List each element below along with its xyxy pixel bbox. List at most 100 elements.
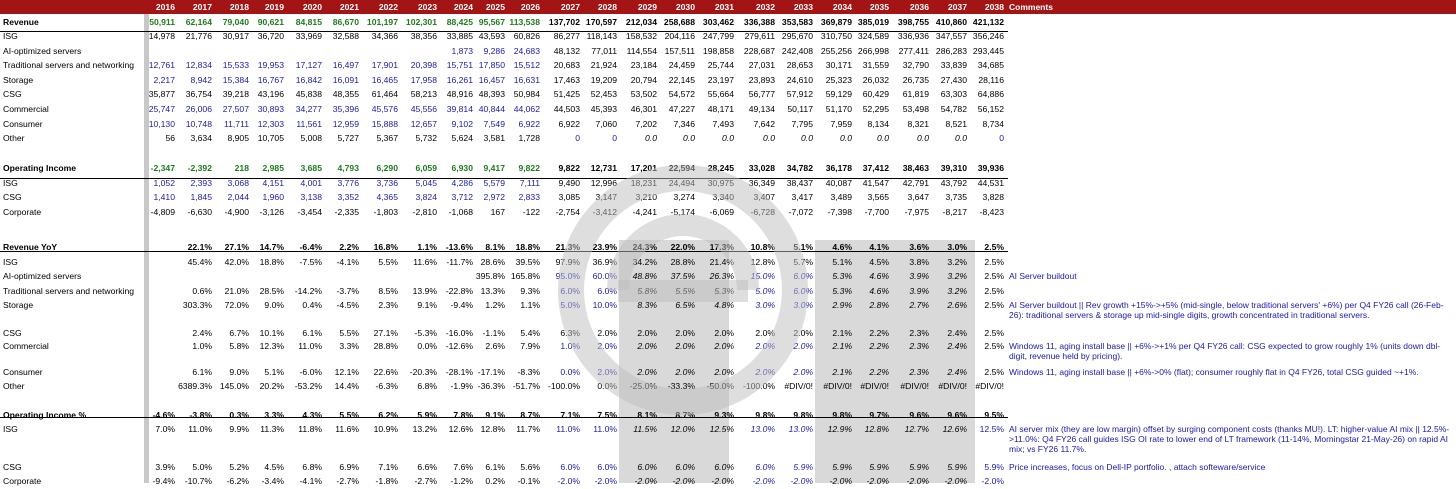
- table-cell[interactable]: 10.1%: [259, 328, 284, 338]
- table-cell[interactable]: 49,134: [748, 104, 775, 114]
- table-cell[interactable]: 303,462: [702, 17, 734, 27]
- table-cell[interactable]: 4.6%: [869, 286, 889, 296]
- table-cell[interactable]: 12.8%: [864, 424, 889, 434]
- table-cell[interactable]: -7,975: [904, 207, 929, 217]
- table-cell[interactable]: -2,810: [412, 207, 437, 217]
- table-cell[interactable]: 28,116: [978, 75, 1004, 85]
- table-cell[interactable]: 2.4%: [947, 328, 967, 338]
- table-cell[interactable]: 28.5%: [259, 286, 284, 296]
- table-cell[interactable]: 19,953: [257, 60, 284, 70]
- table-cell[interactable]: 5,045: [415, 178, 437, 188]
- table-cell[interactable]: 61,819: [902, 89, 929, 99]
- table-cell[interactable]: 36,349: [748, 178, 775, 188]
- table-cell[interactable]: 43,593: [478, 31, 505, 41]
- table-cell[interactable]: 10,705: [257, 133, 284, 143]
- table-cell[interactable]: -6,728: [750, 207, 775, 217]
- table-cell[interactable]: 9,822: [558, 163, 580, 173]
- table-cell[interactable]: 2.0%: [597, 367, 617, 377]
- table-cell[interactable]: 23.9%: [592, 242, 617, 252]
- table-cell[interactable]: 6.1%: [302, 328, 322, 338]
- table-cell[interactable]: 11.0%: [556, 424, 580, 434]
- table-cell[interactable]: 0.4%: [302, 300, 322, 310]
- table-cell[interactable]: 6,059: [415, 163, 437, 173]
- table-cell[interactable]: 28,653: [786, 60, 813, 70]
- table-cell[interactable]: 16.8%: [373, 242, 398, 252]
- table-cell[interactable]: 50,984: [513, 89, 540, 99]
- table-cell[interactable]: 21,776: [185, 31, 212, 41]
- comment-cell[interactable]: AI server mix (they are low margin) offs…: [1009, 424, 1450, 454]
- table-cell[interactable]: 0.0: [801, 133, 813, 143]
- table-cell[interactable]: -6.2%: [226, 476, 249, 486]
- comment-cell[interactable]: Windows 11, aging install base || +6%->0…: [1009, 367, 1419, 377]
- table-cell[interactable]: 16,261: [446, 75, 473, 85]
- table-cell[interactable]: -1.8%: [375, 476, 398, 486]
- table-cell[interactable]: #DIV/0!: [823, 381, 852, 391]
- table-cell[interactable]: 2.3%: [909, 367, 929, 377]
- table-cell[interactable]: 6.0%: [755, 462, 775, 472]
- table-cell[interactable]: 19,209: [590, 75, 617, 85]
- table-cell[interactable]: 4.5%: [869, 257, 889, 267]
- table-cell[interactable]: 39,310: [940, 163, 967, 173]
- table-cell[interactable]: 15,888: [371, 119, 398, 129]
- table-cell[interactable]: 45,576: [371, 104, 398, 114]
- row-label[interactable]: CSG: [3, 462, 22, 472]
- table-cell[interactable]: -7,072: [788, 207, 813, 217]
- table-cell[interactable]: 2.5%: [984, 257, 1004, 267]
- table-cell[interactable]: 38,463: [902, 163, 929, 173]
- table-cell[interactable]: 45.4%: [187, 257, 212, 267]
- table-cell[interactable]: -33.3%: [667, 381, 695, 391]
- table-cell[interactable]: 24,459: [668, 60, 695, 70]
- table-cell[interactable]: 6389.3%: [178, 381, 212, 391]
- table-cell[interactable]: 7.8%: [453, 410, 473, 420]
- table-cell[interactable]: 9,490: [558, 178, 580, 188]
- table-cell[interactable]: 44,062: [513, 104, 540, 114]
- row-label[interactable]: Other: [3, 381, 25, 391]
- table-cell[interactable]: 218: [234, 163, 249, 173]
- table-cell[interactable]: 11.0%: [593, 424, 617, 434]
- table-cell[interactable]: 10,748: [185, 119, 212, 129]
- table-cell[interactable]: 12.7%: [904, 424, 929, 434]
- table-cell[interactable]: 0: [575, 133, 580, 143]
- table-cell[interactable]: 26,735: [902, 75, 929, 85]
- year-header-cell[interactable]: 2023: [417, 2, 437, 12]
- table-cell[interactable]: -1.2%: [450, 476, 473, 486]
- table-cell[interactable]: 9.1%: [417, 300, 437, 310]
- table-cell[interactable]: 50,911: [149, 17, 175, 27]
- table-cell[interactable]: 6.3%: [560, 328, 580, 338]
- table-cell[interactable]: 12.8%: [480, 424, 505, 434]
- table-cell[interactable]: 3,685: [300, 163, 322, 173]
- table-cell[interactable]: 51,425: [553, 89, 580, 99]
- table-cell[interactable]: -4.5%: [336, 300, 359, 310]
- table-cell[interactable]: 9,286: [483, 46, 505, 56]
- table-cell[interactable]: -2.0%: [672, 476, 695, 486]
- table-cell[interactable]: 88,425: [446, 17, 473, 27]
- table-cell[interactable]: 24,683: [513, 46, 540, 56]
- comment-cell[interactable]: Price increases, focus on Dell-IP portfo…: [1009, 462, 1266, 472]
- table-cell[interactable]: 12,761: [148, 60, 175, 70]
- table-cell[interactable]: 48,393: [478, 89, 505, 99]
- table-cell[interactable]: 2,972: [483, 192, 505, 202]
- table-cell[interactable]: 11.6%: [335, 424, 359, 434]
- table-cell[interactable]: 95,567: [478, 17, 505, 27]
- table-cell[interactable]: 6.1%: [485, 462, 505, 472]
- table-cell[interactable]: 2.0%: [755, 341, 775, 351]
- table-cell[interactable]: #DIV/0!: [975, 381, 1004, 391]
- table-cell[interactable]: -2.0%: [790, 476, 813, 486]
- table-cell[interactable]: 0.0%: [597, 381, 617, 391]
- table-cell[interactable]: 2,044: [227, 192, 249, 202]
- table-cell[interactable]: 3.2%: [947, 286, 967, 296]
- table-cell[interactable]: 4.5%: [264, 462, 284, 472]
- table-cell[interactable]: 11,711: [223, 119, 249, 129]
- table-cell[interactable]: 3.2%: [947, 257, 967, 267]
- table-cell[interactable]: 9.7%: [869, 410, 889, 420]
- row-label[interactable]: Operating Income: [3, 163, 77, 173]
- table-cell[interactable]: 18.8%: [515, 242, 540, 252]
- table-cell[interactable]: 385,019: [857, 17, 889, 27]
- table-cell[interactable]: 30,171: [825, 60, 852, 70]
- table-cell[interactable]: 2.5%: [984, 271, 1004, 281]
- table-cell[interactable]: 8,521: [945, 119, 967, 129]
- year-header-cell[interactable]: 2016: [155, 2, 175, 12]
- table-cell[interactable]: 37,412: [862, 163, 889, 173]
- table-cell[interactable]: 5.2%: [229, 462, 249, 472]
- table-cell[interactable]: 72.0%: [224, 300, 249, 310]
